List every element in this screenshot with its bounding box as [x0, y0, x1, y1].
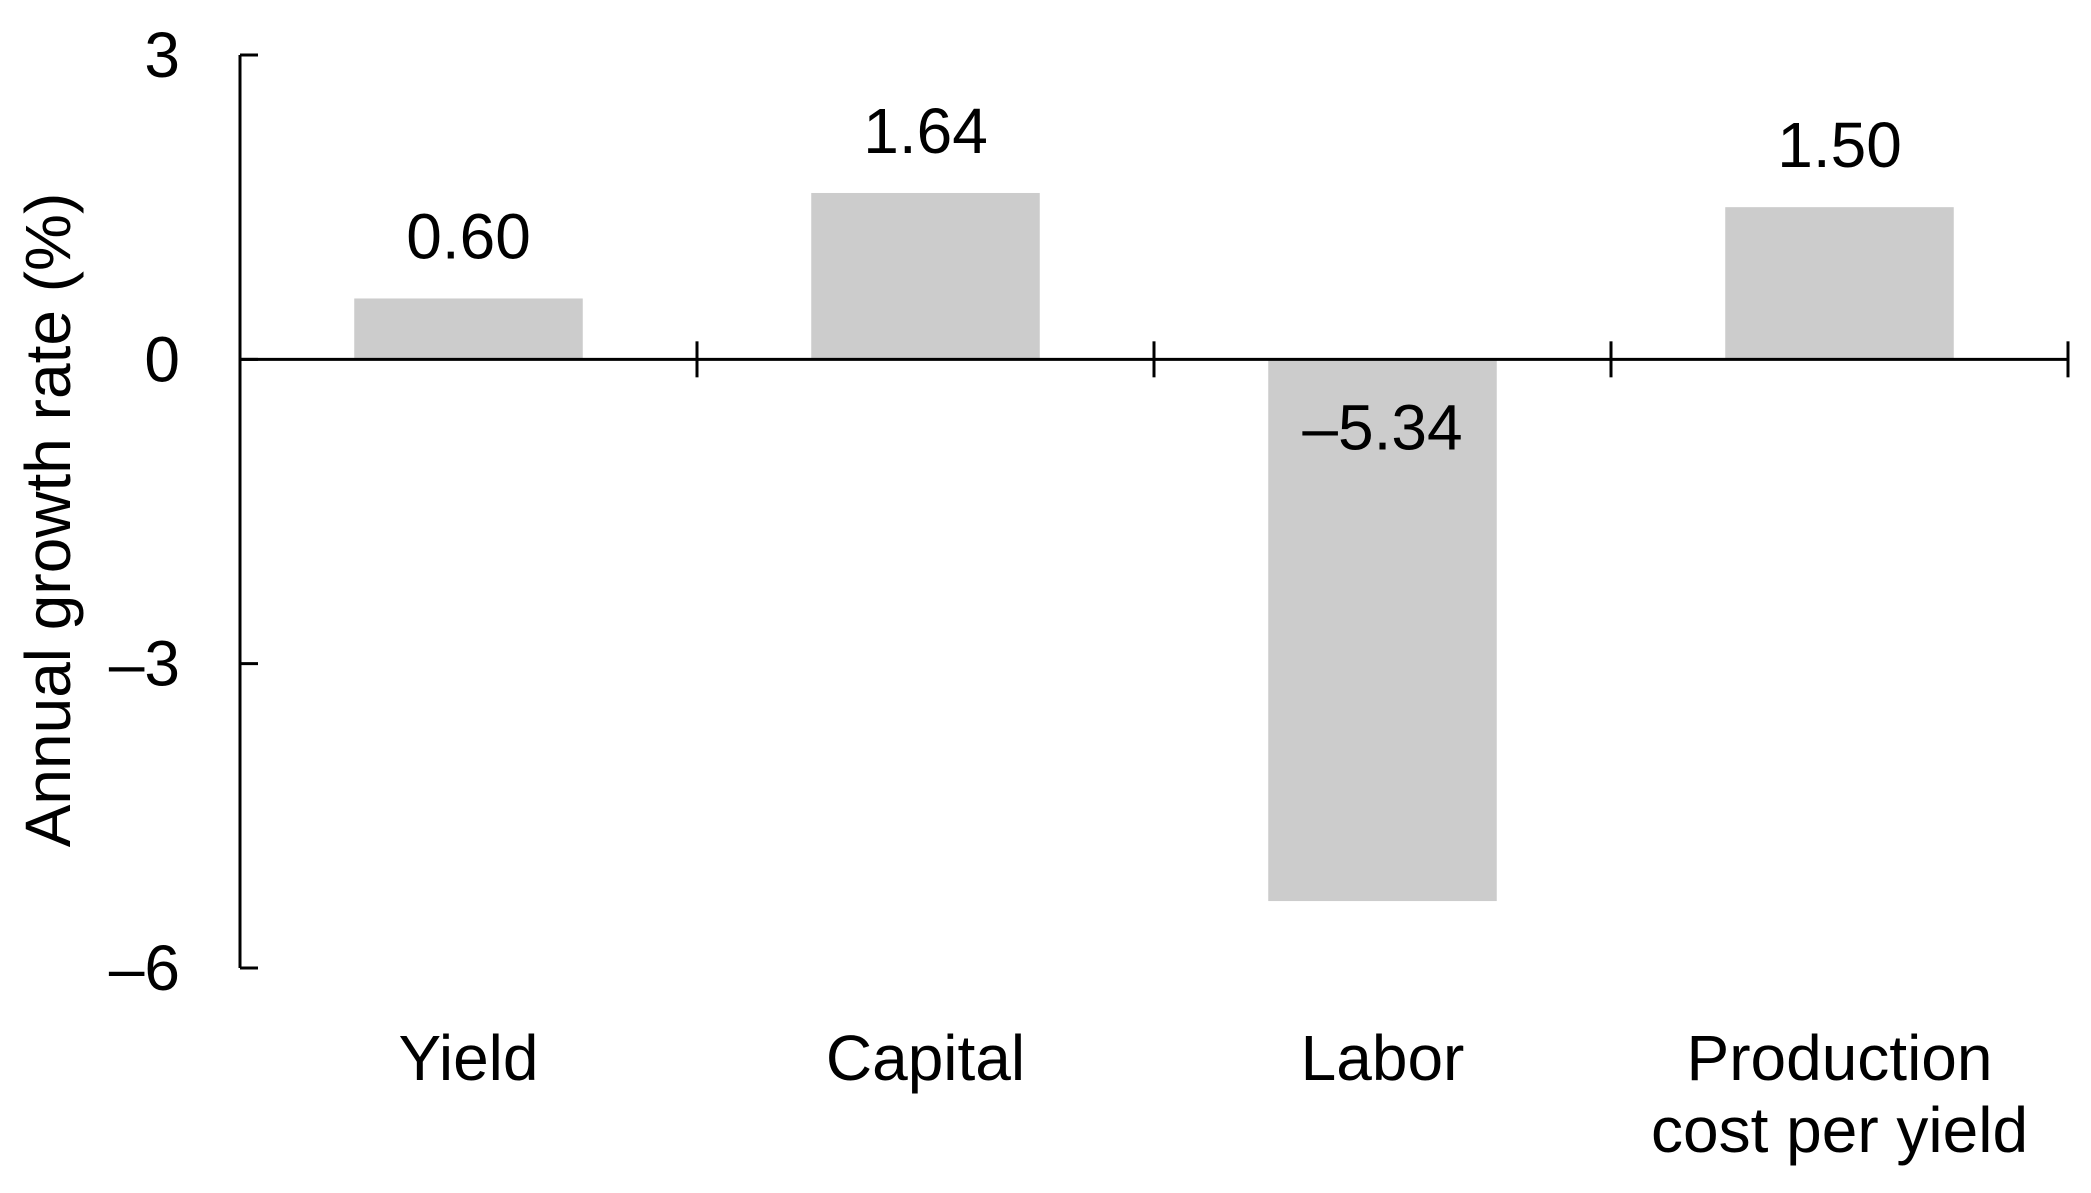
axes-group	[238, 53, 2070, 970]
bar-0	[354, 298, 583, 360]
category-label-2: Labor	[1301, 1022, 1465, 1094]
data-label-3: 1.50	[1777, 109, 1902, 181]
category-label-line: cost per yield	[1651, 1094, 2028, 1166]
y-tick-label-1: 0	[144, 323, 180, 395]
category-label-line: Production	[1687, 1022, 1993, 1094]
bars-group	[354, 192, 1954, 902]
category-label-1: Capital	[826, 1022, 1025, 1094]
category-label-0: Yield	[399, 1022, 539, 1094]
y-axis-title: Annual growth rate (%)	[12, 193, 84, 848]
labels-group: 3 0 –3 –6 0.60 1.64 –5.34 1.50 Yield Capital Labor…	[109, 19, 2028, 1166]
data-label-2: –5.34	[1302, 391, 1462, 463]
bar-2	[1268, 359, 1497, 902]
y-tick-label-3: –6	[109, 932, 180, 1004]
data-label-1: 1.64	[863, 95, 988, 167]
y-tick-label-2: –3	[109, 628, 180, 700]
data-label-0: 0.60	[406, 200, 531, 272]
category-label-line: Capital	[826, 1022, 1025, 1094]
category-label-line: Labor	[1301, 1022, 1465, 1094]
category-label-line: Yield	[399, 1022, 539, 1094]
bar-3	[1725, 207, 1954, 360]
y-tick-label-0: 3	[144, 19, 180, 91]
bar-1	[811, 192, 1040, 360]
category-label-3: Production cost per yield	[1651, 1022, 2028, 1166]
